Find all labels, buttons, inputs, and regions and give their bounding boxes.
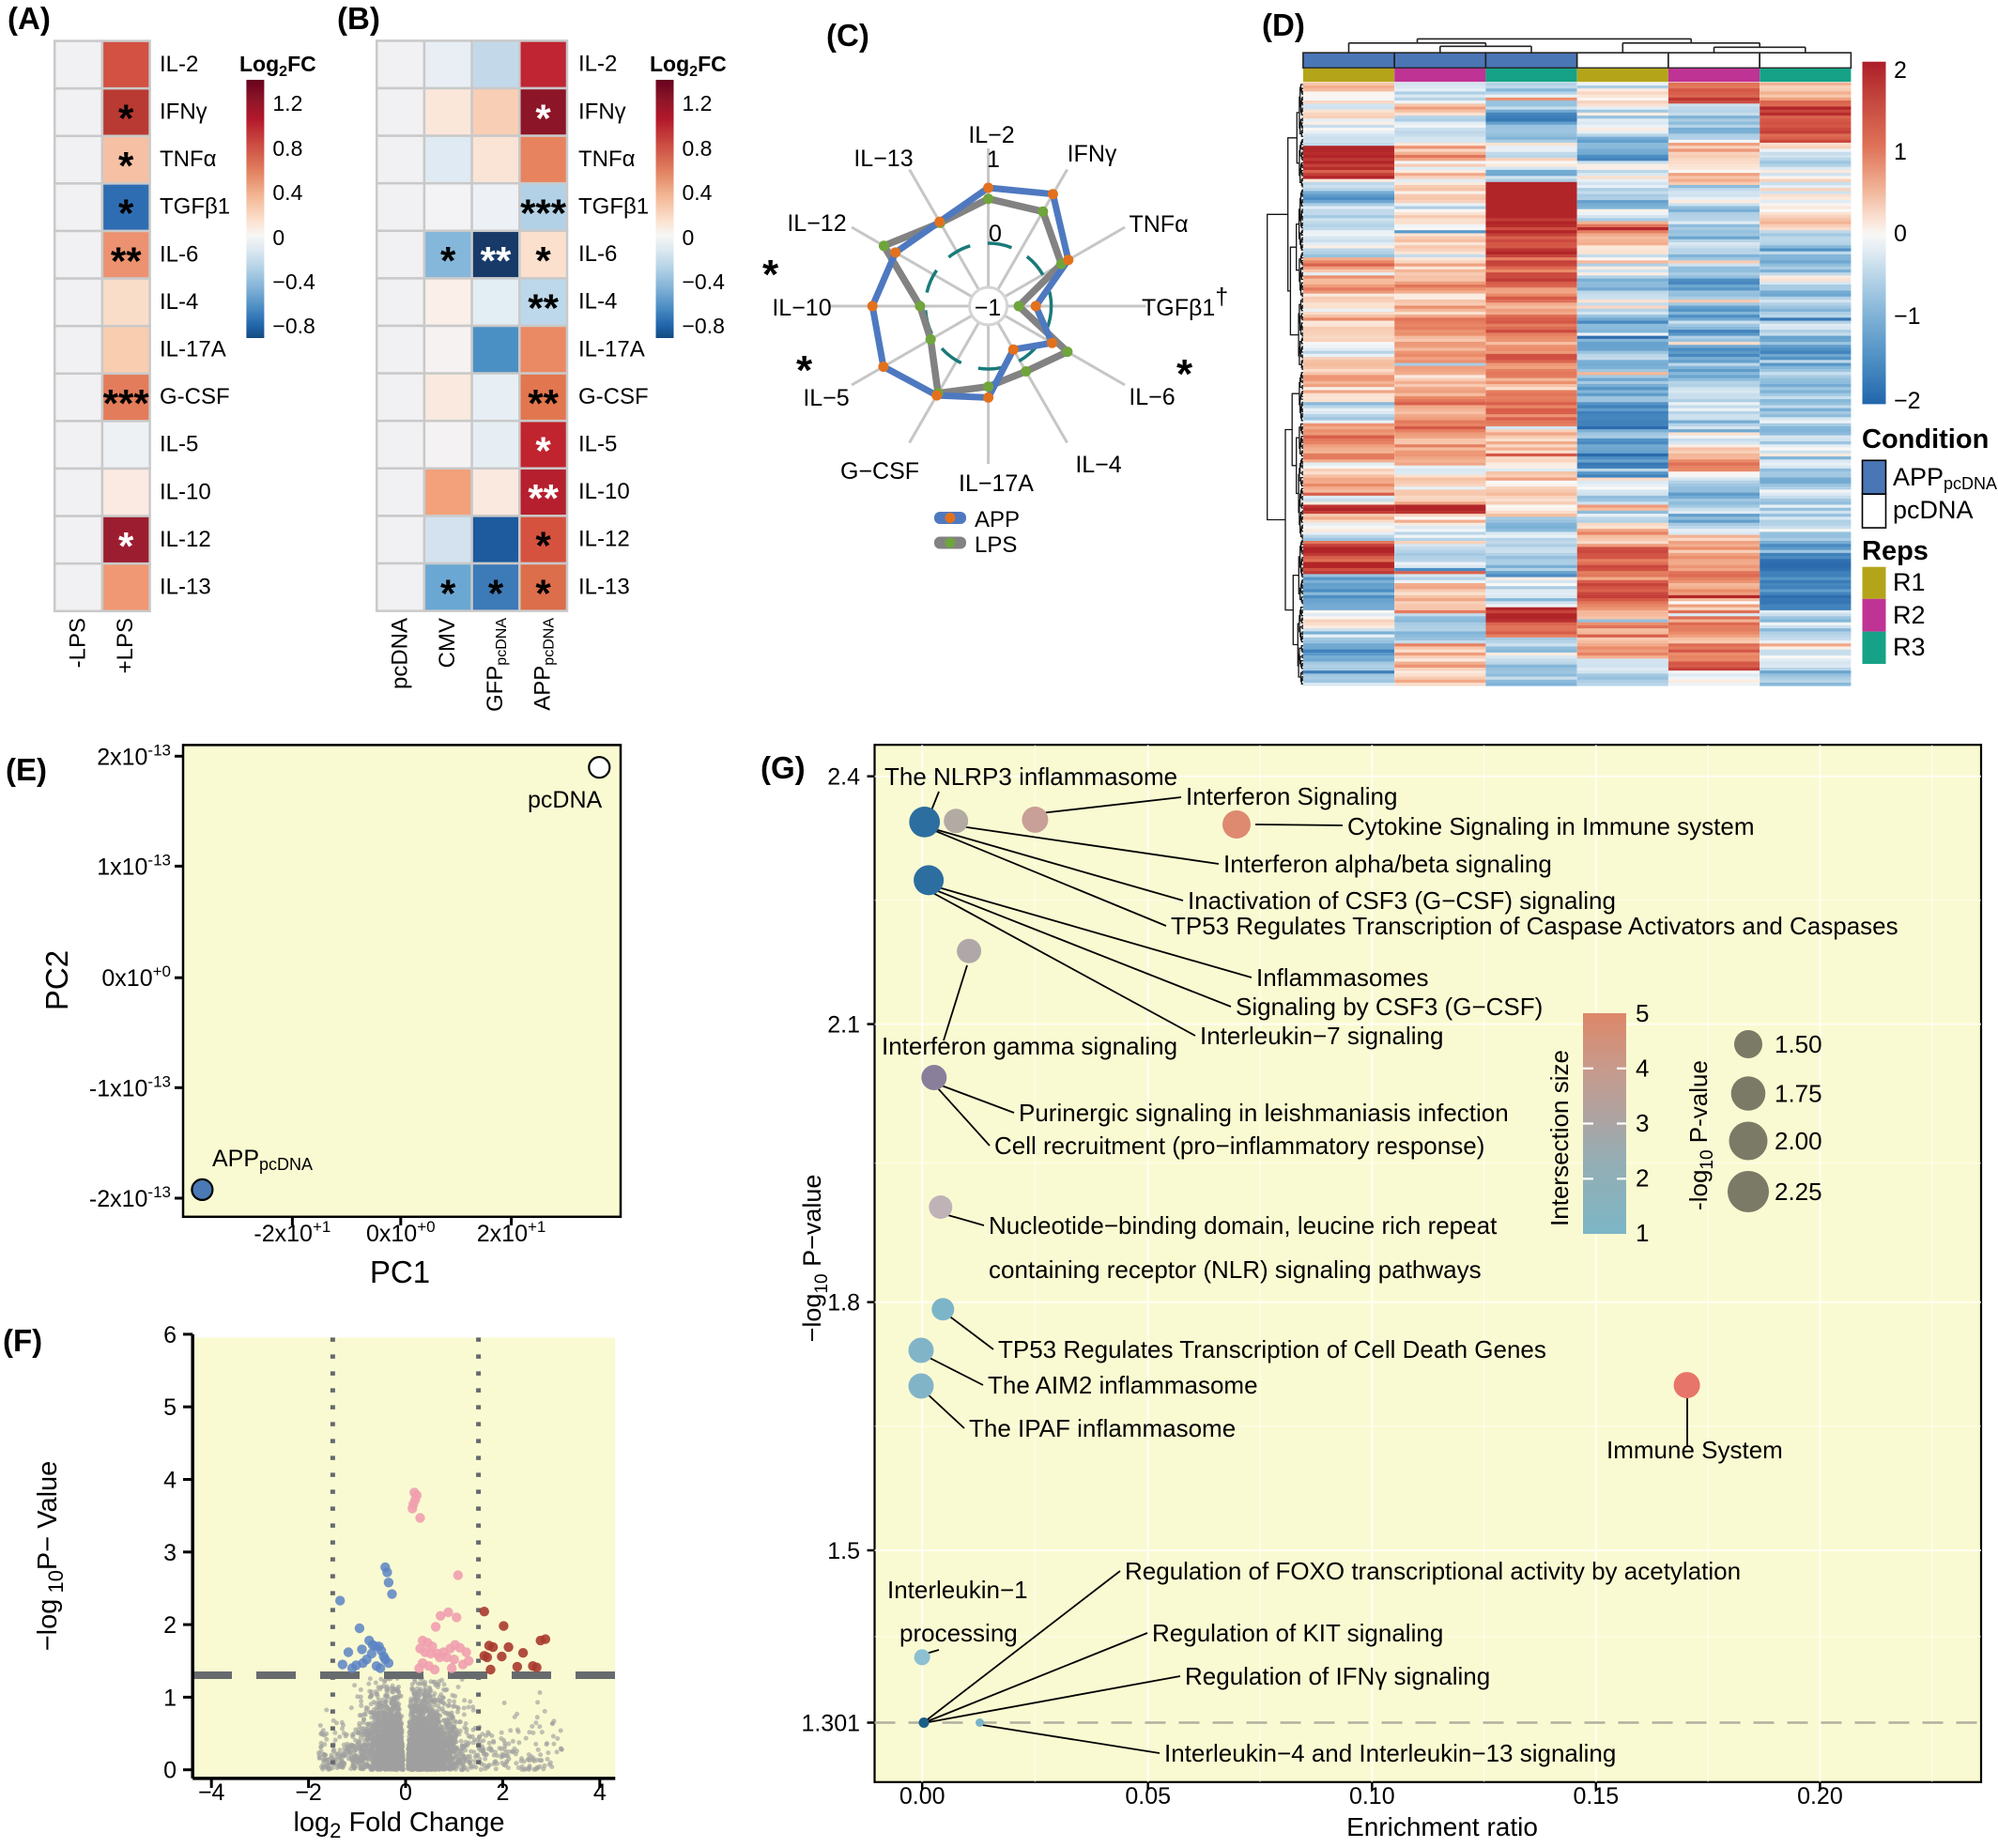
svg-text:2: 2 (1894, 57, 1907, 84)
svg-text:IL−13: IL−13 (853, 146, 913, 172)
svg-text:**: ** (528, 286, 559, 331)
svg-text:Reps: Reps (1862, 536, 1929, 566)
svg-text:CMV: CMV (435, 618, 460, 668)
svg-text:IFNγ: IFNγ (578, 99, 626, 124)
svg-text:TNFα: TNFα (1129, 211, 1188, 238)
svg-text:IL−10: IL−10 (772, 295, 831, 321)
svg-text:IL−4: IL−4 (1075, 452, 1121, 478)
svg-text:−0.4: −0.4 (272, 270, 315, 294)
svg-text:**: ** (528, 381, 559, 425)
svg-text:TGFβ1: TGFβ1 (578, 194, 649, 220)
svg-text:IL-4: IL-4 (160, 289, 198, 315)
svg-text:IL-17A: IL-17A (578, 336, 645, 362)
svg-text:-LPS: -LPS (66, 618, 91, 668)
svg-text:IL-10: IL-10 (578, 479, 630, 504)
svg-text:*: * (118, 192, 134, 236)
svg-text:**: ** (481, 239, 512, 283)
svg-text:IL-4: IL-4 (578, 289, 617, 315)
svg-text:0: 0 (272, 225, 284, 250)
svg-text:0: 0 (683, 225, 695, 250)
svg-text:TNFα: TNFα (160, 146, 217, 172)
svg-text:0.4: 0.4 (272, 180, 302, 205)
svg-text:*: * (118, 144, 134, 188)
svg-text:*: * (1176, 351, 1193, 397)
svg-text:IL-13: IL-13 (578, 574, 630, 599)
svg-text:PC2: PC2 (39, 950, 74, 1010)
svg-text:0.8: 0.8 (272, 136, 302, 161)
svg-text:G-CSF: G-CSF (160, 384, 230, 409)
svg-text:*: * (535, 524, 551, 568)
svg-text:IL-5: IL-5 (160, 432, 198, 457)
svg-text:APP: APP (975, 507, 1020, 532)
svg-text:***: *** (103, 381, 150, 425)
svg-text:G-CSF: G-CSF (578, 384, 649, 409)
svg-text:Log2FC: Log2FC (239, 52, 316, 80)
svg-text:*: * (535, 571, 551, 615)
svg-text:TGFβ1: TGFβ1 (160, 194, 230, 220)
svg-text:−2: −2 (1894, 388, 1921, 414)
svg-text:Log2FC: Log2FC (650, 52, 727, 80)
svg-text:PC1: PC1 (370, 1255, 430, 1289)
svg-text:pcDNA: pcDNA (1893, 496, 1974, 524)
svg-text:IL-12: IL-12 (578, 527, 630, 552)
svg-text:**: ** (111, 239, 142, 283)
svg-text:*: * (118, 97, 134, 141)
svg-text:R3: R3 (1893, 633, 1926, 661)
svg-text:1.2: 1.2 (683, 91, 713, 116)
svg-text:pcDNA: pcDNA (528, 787, 603, 813)
svg-text:IL−6: IL−6 (1129, 384, 1175, 410)
svg-text:0: 0 (1894, 221, 1907, 247)
svg-text:1: 1 (987, 146, 1000, 173)
svg-text:−0.8: −0.8 (272, 314, 315, 338)
svg-text:pcDNA: pcDNA (388, 618, 413, 689)
svg-text:**: ** (528, 476, 559, 520)
svg-text:−0.8: −0.8 (683, 314, 725, 338)
svg-text:LPS: LPS (975, 532, 1017, 558)
svg-text:(A): (A) (8, 1, 51, 36)
svg-text:−1: −1 (975, 295, 1002, 321)
svg-text:IL−12: IL−12 (787, 210, 846, 237)
svg-text:*: * (440, 239, 456, 283)
svg-text:IL-12: IL-12 (160, 527, 211, 552)
svg-text:1: 1 (1894, 139, 1907, 165)
svg-text:IL-2: IL-2 (578, 52, 617, 77)
svg-text:IL-2: IL-2 (160, 52, 198, 77)
svg-text:*: * (762, 252, 779, 298)
svg-text:IL−2: IL−2 (968, 122, 1014, 148)
svg-text:G−CSF: G−CSF (840, 458, 919, 485)
svg-text:*: * (440, 571, 456, 615)
svg-text:*: * (535, 239, 551, 283)
svg-text:***: *** (520, 192, 567, 236)
svg-text:IL-17A: IL-17A (160, 337, 226, 362)
svg-text:*: * (488, 571, 504, 615)
svg-text:IL-6: IL-6 (578, 241, 617, 267)
svg-text:*: * (535, 96, 551, 140)
svg-text:−1: −1 (1894, 303, 1921, 330)
svg-text:(B): (B) (337, 1, 380, 36)
svg-text:IL-10: IL-10 (160, 479, 211, 504)
svg-text:0.8: 0.8 (683, 136, 713, 161)
svg-text:+LPS: +LPS (113, 618, 138, 673)
svg-text:R1: R1 (1893, 568, 1926, 596)
svg-text:0.4: 0.4 (683, 180, 713, 205)
svg-text:−0.4: −0.4 (683, 270, 726, 294)
svg-text:1.2: 1.2 (272, 91, 302, 116)
svg-text:IL-6: IL-6 (160, 241, 198, 267)
svg-text:(D): (D) (1262, 8, 1305, 42)
svg-text:(F): (F) (3, 1323, 42, 1358)
svg-text:(C): (C) (826, 18, 869, 53)
svg-text:IFNγ: IFNγ (1068, 141, 1117, 167)
svg-text:IFNγ: IFNγ (160, 100, 207, 125)
svg-text:*: * (535, 429, 551, 473)
svg-text:IL−17A: IL−17A (959, 470, 1034, 497)
svg-text:*: * (118, 524, 134, 568)
svg-text:IL-13: IL-13 (160, 575, 211, 600)
svg-text:0: 0 (989, 221, 1002, 247)
svg-text:*: * (796, 347, 813, 393)
svg-text:(E): (E) (6, 752, 47, 787)
svg-text:Condition: Condition (1862, 424, 1989, 454)
svg-text:R2: R2 (1893, 601, 1926, 629)
svg-text:TNFα: TNFα (578, 146, 636, 172)
svg-text:IL-5: IL-5 (578, 432, 617, 457)
